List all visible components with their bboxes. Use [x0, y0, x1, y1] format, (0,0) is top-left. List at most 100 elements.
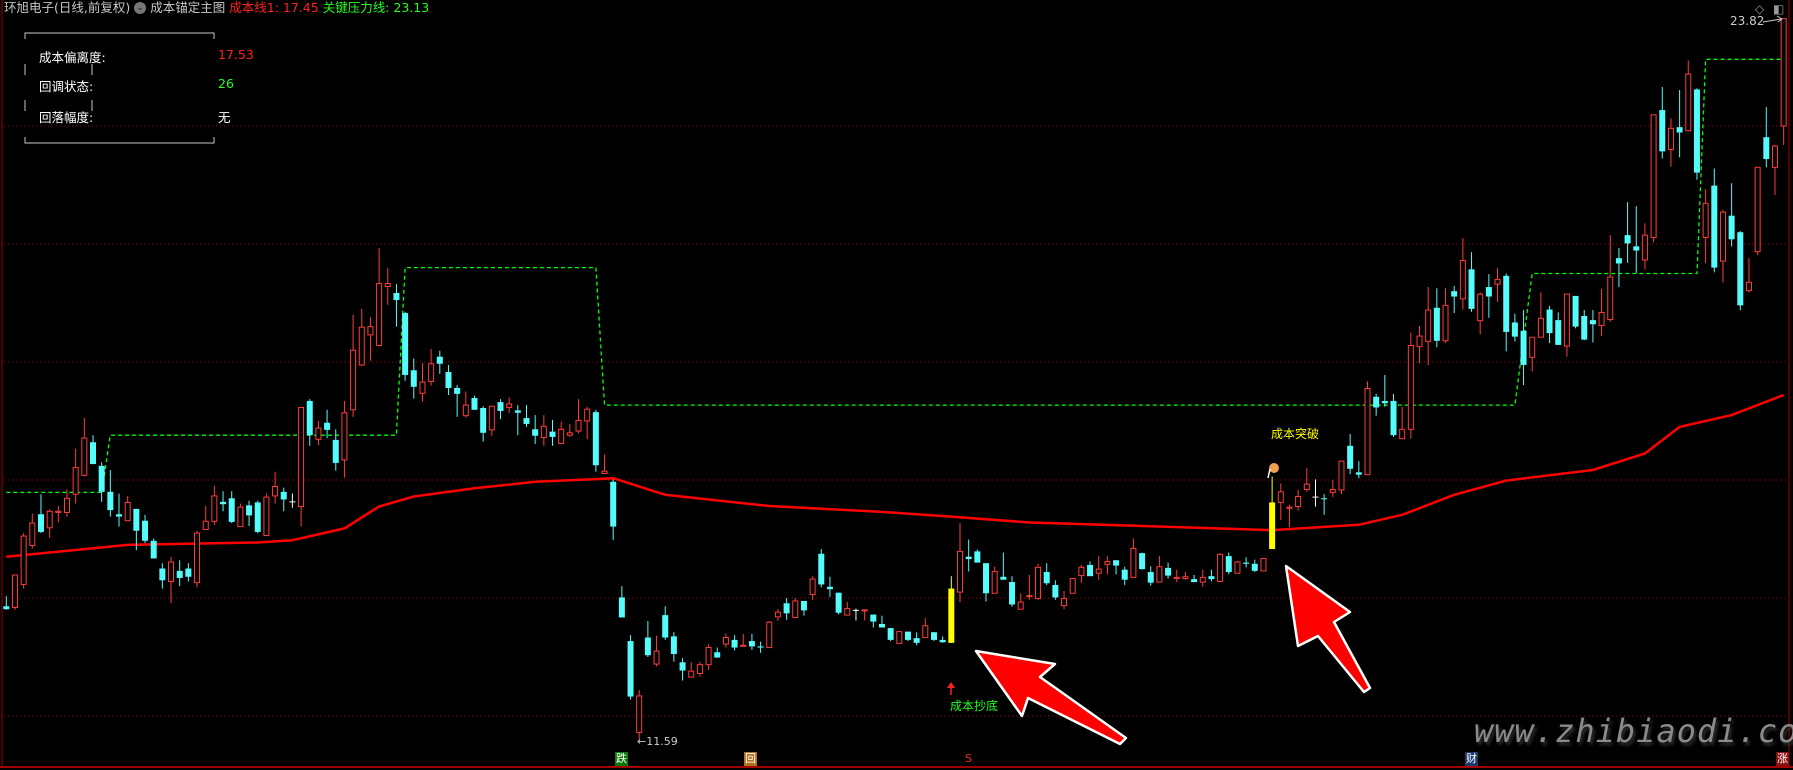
diamond-icon[interactable]: ◇ — [1755, 2, 1765, 16]
candle-body — [1589, 320, 1596, 325]
candle-body — [1641, 234, 1648, 261]
candle-body — [384, 283, 391, 287]
candle — [1017, 593, 1024, 610]
candle — [159, 563, 166, 589]
candle — [1416, 326, 1423, 364]
candle — [688, 662, 695, 678]
candles-layer — [3, 18, 1787, 741]
candle-body — [1563, 293, 1570, 347]
candle-body — [1771, 145, 1778, 168]
candle-body — [653, 650, 660, 665]
candle — [1425, 287, 1432, 365]
candle-body — [1702, 202, 1709, 239]
candle — [1771, 144, 1778, 196]
indicator-name[interactable]: 成本锚定主图 — [150, 0, 226, 15]
candle — [1061, 590, 1068, 610]
candle-body — [540, 425, 547, 439]
candle — [1468, 252, 1475, 312]
candle — [714, 647, 721, 658]
gridlines — [4, 125, 1788, 717]
marker-rise[interactable]: 涨 — [1776, 752, 1789, 766]
candle — [220, 491, 227, 512]
marker-pullback[interactable]: 回 — [744, 752, 757, 766]
candle — [740, 633, 747, 647]
candle-body — [332, 439, 339, 463]
cost-line-readout: 成本线1: 17.45 — [229, 0, 319, 15]
candle-body — [887, 628, 894, 640]
candle — [1338, 460, 1345, 495]
candle-body — [1468, 269, 1475, 309]
candle-body — [610, 481, 617, 527]
candle — [1321, 494, 1328, 515]
candle — [1234, 560, 1241, 574]
candle — [497, 399, 504, 420]
candle — [367, 317, 374, 361]
candle — [1373, 393, 1380, 416]
candle-body — [1650, 114, 1657, 239]
candle-body — [1303, 483, 1310, 490]
candle-body — [1087, 564, 1094, 577]
candle-body — [1780, 18, 1787, 127]
buy-up-arrow-icon — [947, 682, 955, 695]
candle-body — [826, 586, 833, 590]
candle-body — [818, 553, 825, 585]
candle — [1667, 118, 1674, 167]
candle — [1754, 166, 1761, 256]
candle — [774, 609, 781, 622]
candle-body — [783, 603, 790, 614]
candle — [1555, 312, 1562, 345]
candle-body — [1407, 344, 1414, 430]
signal-candle — [1269, 476, 1276, 550]
candle-body — [324, 422, 331, 430]
candle — [974, 549, 981, 563]
candle — [1000, 552, 1007, 580]
candle — [783, 598, 790, 620]
candle-body — [81, 437, 88, 476]
candle — [1485, 274, 1492, 318]
candle — [792, 598, 799, 618]
candle — [168, 556, 175, 604]
candle-body — [1503, 275, 1510, 332]
candle — [107, 469, 114, 517]
candle-body — [55, 510, 62, 513]
candle — [1598, 288, 1605, 337]
candle — [618, 586, 625, 618]
candle-body — [896, 631, 903, 644]
candle — [835, 592, 842, 615]
watermark: www.zhibiaodi.com — [1474, 712, 1793, 750]
candle-body — [983, 563, 990, 594]
candle — [1685, 60, 1692, 132]
candle — [1191, 574, 1198, 583]
candle — [1390, 393, 1397, 437]
marker-s[interactable]: S — [965, 752, 972, 765]
candle-body — [107, 491, 114, 511]
candle-body — [566, 432, 573, 436]
candle-body — [358, 326, 365, 366]
candle-body — [254, 502, 261, 532]
marker-finance[interactable]: 财 — [1465, 752, 1478, 766]
candle-body — [488, 405, 495, 431]
candle — [90, 435, 96, 465]
candle-body — [1182, 576, 1189, 580]
candle — [1165, 562, 1172, 579]
candle — [176, 560, 183, 587]
candle-body — [1459, 260, 1466, 300]
candle — [315, 421, 322, 446]
candle — [514, 405, 521, 436]
candle — [1589, 310, 1596, 343]
candle-body — [1329, 488, 1336, 493]
candle-body — [1737, 232, 1744, 306]
candle-body — [1763, 137, 1770, 160]
candle — [272, 471, 279, 504]
candle-body — [471, 397, 478, 410]
buy-signal-label: 成本抄底 — [950, 699, 999, 713]
marker-fall[interactable]: 跌 — [615, 752, 628, 766]
candle — [150, 538, 157, 559]
panel-toggle-icon[interactable]: ◧ — [1773, 2, 1785, 16]
candle-body — [1017, 601, 1024, 610]
candle-body — [722, 637, 729, 645]
chevron-down-icon[interactable]: ⌄ — [134, 2, 147, 14]
candle — [878, 615, 885, 628]
candle — [1546, 305, 1553, 344]
